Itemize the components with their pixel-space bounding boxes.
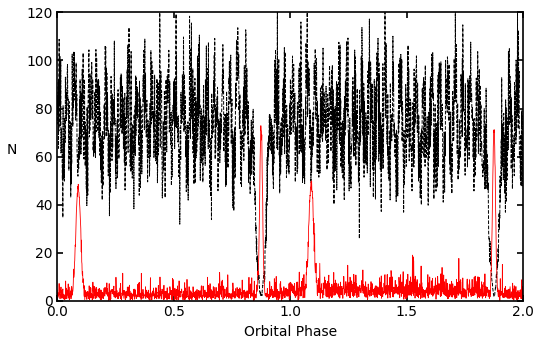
X-axis label: Orbital Phase: Orbital Phase [243,325,337,339]
Y-axis label: N: N [7,143,17,156]
